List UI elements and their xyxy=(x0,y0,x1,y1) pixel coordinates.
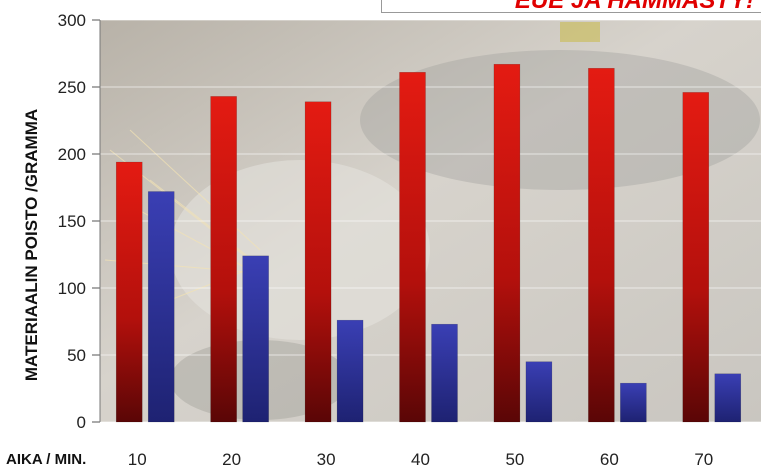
y-tick-label: 200 xyxy=(58,145,86,164)
bar-series-2 xyxy=(620,382,647,423)
bar-series-1 xyxy=(682,92,710,423)
bar-series-2 xyxy=(525,361,553,423)
bar-series-1 xyxy=(399,72,426,423)
bar-series-1 xyxy=(588,67,615,423)
y-tick-label: 100 xyxy=(58,279,86,298)
grid-lines xyxy=(100,19,761,423)
x-tick-label: 50 xyxy=(505,450,524,468)
y-axis-label: MATERIAALIN POISTO /GRAMMA xyxy=(22,108,41,382)
bar-series-2 xyxy=(147,191,175,423)
y-tick-label: 250 xyxy=(58,78,86,97)
x-tick-label: 70 xyxy=(694,450,713,468)
x-axis-label: AIKA / MIN. xyxy=(6,451,87,468)
y-axis: 0 50 100 150 200 250 300 xyxy=(58,11,101,432)
chart-title: EUE JA HAMMASTY! xyxy=(515,0,754,12)
y-tick-label: 0 xyxy=(77,413,86,432)
y-tick-label: 50 xyxy=(67,346,86,365)
x-tick-label: 60 xyxy=(600,450,619,468)
x-tick-label: 40 xyxy=(411,450,430,468)
bar-series-2 xyxy=(242,255,269,423)
x-axis: 10 20 30 40 50 60 70 xyxy=(128,450,713,468)
bar-series-1 xyxy=(304,101,332,423)
y-tick-label: 300 xyxy=(58,11,86,30)
bar-series-2 xyxy=(336,319,364,423)
bar-series-2 xyxy=(431,323,458,423)
bars xyxy=(115,63,742,423)
chart-title-box: EUE JA HAMMASTY! xyxy=(381,0,761,13)
bar-series-1 xyxy=(210,96,237,423)
x-tick-label: 20 xyxy=(222,450,241,468)
bar-series-2 xyxy=(714,373,742,423)
bar-series-1 xyxy=(493,63,521,423)
bar-series-1 xyxy=(115,161,143,423)
x-tick-label: 30 xyxy=(317,450,336,468)
x-tick-label: 10 xyxy=(128,450,147,468)
y-tick-label: 150 xyxy=(58,212,86,231)
